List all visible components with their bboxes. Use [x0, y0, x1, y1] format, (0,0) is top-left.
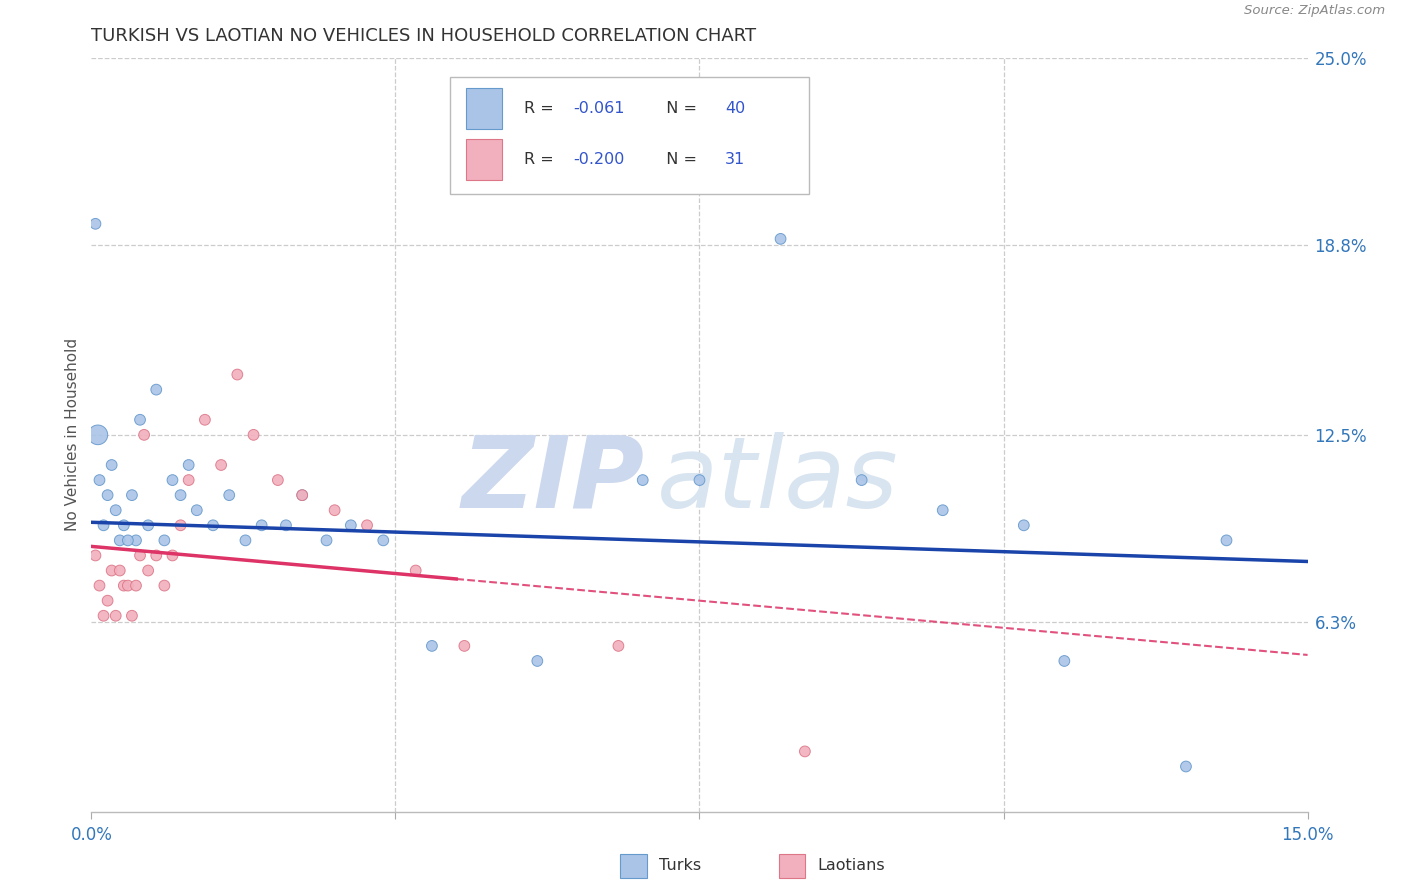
Point	[1215, 533, 1237, 548]
Point	[117, 579, 139, 593]
Bar	[450, 77, 808, 194]
Point	[267, 473, 290, 487]
Text: N =: N =	[655, 101, 702, 116]
Point	[340, 518, 363, 533]
Point	[125, 579, 148, 593]
Bar	[465, 139, 502, 180]
Point	[97, 488, 120, 502]
Point	[125, 533, 148, 548]
Text: -0.200: -0.200	[574, 153, 624, 167]
Point	[108, 564, 131, 578]
Point	[226, 368, 249, 382]
Point	[769, 232, 792, 246]
Point	[89, 579, 111, 593]
Point	[526, 654, 548, 668]
Point	[117, 533, 139, 548]
Point	[104, 503, 127, 517]
Point	[136, 564, 159, 578]
Point	[136, 518, 159, 533]
Point	[145, 549, 167, 563]
Point	[104, 608, 127, 623]
Point	[1175, 759, 1198, 773]
Y-axis label: No Vehicles in Household: No Vehicles in Household	[65, 338, 80, 532]
Point	[132, 428, 155, 442]
Text: -0.061: -0.061	[574, 101, 624, 116]
Text: 40: 40	[725, 101, 745, 116]
Point	[202, 518, 225, 533]
Point	[315, 533, 337, 548]
Point	[145, 383, 167, 397]
Point	[209, 458, 232, 472]
Text: ZIP: ZIP	[461, 432, 645, 529]
Point	[97, 593, 120, 607]
Point	[129, 549, 152, 563]
Point	[177, 458, 200, 472]
Point	[112, 579, 135, 593]
Point	[1053, 654, 1076, 668]
Point	[250, 518, 273, 533]
Point	[235, 533, 257, 548]
Bar	[620, 854, 647, 878]
Text: TURKISH VS LAOTIAN NO VEHICLES IN HOUSEHOLD CORRELATION CHART: TURKISH VS LAOTIAN NO VEHICLES IN HOUSEH…	[91, 28, 756, 45]
Point	[405, 564, 427, 578]
Point	[129, 413, 152, 427]
Point	[84, 217, 107, 231]
Point	[153, 579, 176, 593]
Point	[607, 639, 630, 653]
Text: Source: ZipAtlas.com: Source: ZipAtlas.com	[1244, 4, 1385, 18]
Point	[218, 488, 240, 502]
Point	[153, 533, 176, 548]
Bar	[465, 87, 502, 129]
Point	[291, 488, 314, 502]
Point	[169, 518, 191, 533]
Point	[186, 503, 208, 517]
Point	[162, 549, 184, 563]
Point	[453, 639, 475, 653]
Point	[108, 533, 131, 548]
Point	[89, 473, 111, 487]
Point	[793, 744, 815, 758]
Point	[121, 488, 143, 502]
Point	[851, 473, 873, 487]
Point	[169, 488, 191, 502]
Point	[356, 518, 378, 533]
Point	[87, 428, 110, 442]
Point	[177, 473, 200, 487]
Point	[121, 608, 143, 623]
Text: Turks: Turks	[659, 858, 702, 873]
Point	[323, 503, 346, 517]
Point	[931, 503, 953, 517]
Point	[162, 473, 184, 487]
Point	[274, 518, 297, 533]
Point	[100, 564, 122, 578]
Point	[112, 518, 135, 533]
Point	[291, 488, 314, 502]
Point	[242, 428, 264, 442]
Point	[84, 549, 107, 563]
Point	[373, 533, 395, 548]
Point	[631, 473, 654, 487]
Point	[1012, 518, 1035, 533]
Point	[194, 413, 217, 427]
Text: atlas: atlas	[657, 432, 898, 529]
Text: R =: R =	[524, 101, 560, 116]
Text: R =: R =	[524, 153, 560, 167]
Bar	[779, 854, 806, 878]
Point	[93, 608, 115, 623]
Point	[420, 639, 443, 653]
Point	[688, 473, 710, 487]
Point	[93, 518, 115, 533]
Text: Laotians: Laotians	[817, 858, 886, 873]
Point	[100, 458, 122, 472]
Text: 31: 31	[725, 153, 745, 167]
Text: N =: N =	[655, 153, 702, 167]
